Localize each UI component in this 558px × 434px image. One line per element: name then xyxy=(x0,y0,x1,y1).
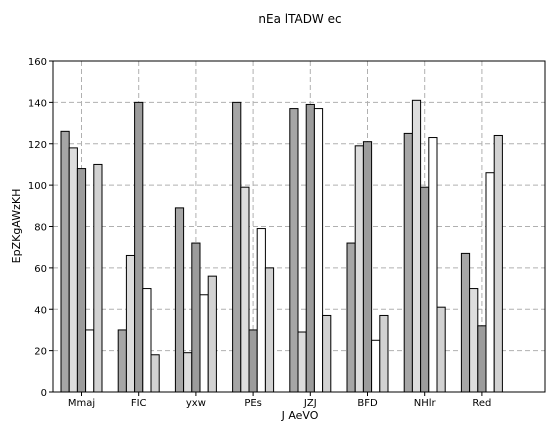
bar-FIC-s4 xyxy=(150,354,160,393)
chart-title: nEa lTADW ec xyxy=(258,12,341,26)
bar-BFD-s2 xyxy=(362,141,373,393)
y-tick-label-3: 60 xyxy=(34,264,47,275)
bar-JZJ-s1 xyxy=(297,331,307,393)
bar-JZJ-s0 xyxy=(289,108,299,393)
x-tick-label-3: PEs xyxy=(244,398,262,409)
bar-JZJ-s3 xyxy=(313,108,324,393)
bar-yxw-s1 xyxy=(183,352,193,393)
x-tick-label-4: JZJ xyxy=(303,398,317,409)
bar-Red-s4 xyxy=(493,134,503,393)
y-tick-label-4: 80 xyxy=(34,223,47,234)
bar-NHlr-s3 xyxy=(428,137,438,393)
bar-Mmaj-s1 xyxy=(68,147,78,393)
bar-FIC-s0 xyxy=(117,329,127,393)
x-tick-label-6: NHlr xyxy=(414,398,437,409)
y-tick-label-5: 100 xyxy=(28,181,47,192)
bar-PEs-s0 xyxy=(232,101,242,393)
x-tick-label-2: yxw xyxy=(186,398,206,409)
bar-PEs-s2 xyxy=(248,329,258,393)
bar-BFD-s1 xyxy=(354,145,364,393)
bar-Mmaj-s0 xyxy=(60,130,70,393)
x-tick-label-5: BFD xyxy=(357,398,378,409)
x-tick-label-0: Mmaj xyxy=(68,398,95,409)
bar-FIC-s1 xyxy=(125,254,136,393)
x-axis: Mmaj FIC yxw PEs JZJ BFD NHlr Red xyxy=(68,392,491,409)
bar-NHlr-s4 xyxy=(436,306,446,393)
bar-yxw-s4 xyxy=(207,275,217,393)
y-tick-label-6: 120 xyxy=(28,140,47,151)
y-tick-label-8: 160 xyxy=(28,57,47,68)
y-axis-label: EpZKgAWzKH xyxy=(10,189,23,264)
bars xyxy=(60,99,503,393)
bar-yxw-s2 xyxy=(191,242,201,393)
y-axis: 0 20 40 60 80 100 120 140 160 xyxy=(28,57,53,399)
bar-JZJ-s2 xyxy=(305,103,315,393)
bar-PEs-s4 xyxy=(264,267,275,393)
bar-FIC-s3 xyxy=(142,288,152,393)
bar-PEs-s1 xyxy=(240,186,250,393)
y-tick-label-0: 0 xyxy=(41,388,47,399)
bar-FIC-s2 xyxy=(134,101,144,393)
bar-BFD-s0 xyxy=(346,242,356,393)
bar-Red-s3 xyxy=(485,172,495,393)
bar-JZJ-s4 xyxy=(322,314,332,393)
x-tick-label-7: Red xyxy=(472,398,491,409)
bar-Red-s1 xyxy=(469,288,479,393)
bar-NHlr-s1 xyxy=(411,99,422,393)
bar-Red-s2 xyxy=(477,325,487,393)
bar-BFD-s4 xyxy=(379,314,389,393)
bar-Red-s0 xyxy=(460,252,471,393)
bar-Mmaj-s3 xyxy=(85,329,95,393)
bar-BFD-s3 xyxy=(371,339,381,393)
y-tick-label-1: 20 xyxy=(34,347,47,358)
bar-yxw-s0 xyxy=(174,207,185,393)
y-tick-label-7: 140 xyxy=(28,98,47,109)
bar-NHlr-s0 xyxy=(403,132,413,393)
bar-yxw-s3 xyxy=(199,294,209,393)
bar-NHlr-s2 xyxy=(420,186,430,393)
x-tick-label-1: FIC xyxy=(131,398,147,409)
bar-Mmaj-s4 xyxy=(93,163,103,393)
x-axis-label: J AeVO xyxy=(281,409,319,422)
bar-PEs-s3 xyxy=(256,228,266,393)
y-tick-label-2: 40 xyxy=(34,305,47,316)
bar-Mmaj-s2 xyxy=(76,168,87,393)
